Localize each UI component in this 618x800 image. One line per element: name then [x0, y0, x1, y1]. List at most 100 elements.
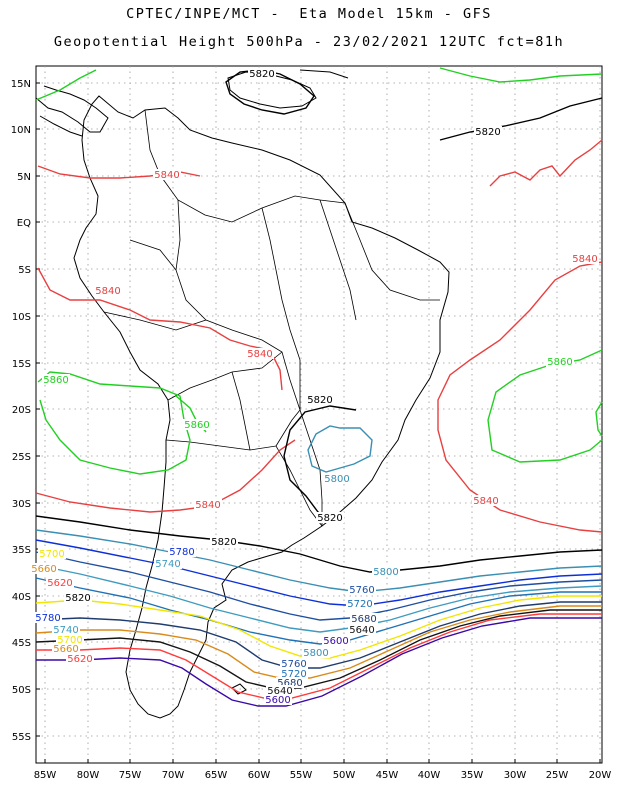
- contour-5840-atlantic: [489, 139, 603, 187]
- contour-label-background: [571, 253, 599, 264]
- contour-label: 5760: [349, 585, 374, 596]
- contour-label: 5780: [35, 613, 60, 624]
- latitude-labels: 15N 10N 5N EQ 5S 10S 15S 20S 25S 30S 35S 40S 45S 50S 5…: [11, 79, 31, 743]
- contour-label: 5820: [249, 69, 274, 80]
- map-title-model: CPTEC/INPE/MCT - Eta Model 15km - GFS: [126, 6, 492, 22]
- contour-label: 5780: [169, 547, 194, 558]
- contour-5720-south: [35, 577, 602, 645]
- latitude-label: 40S: [12, 592, 31, 603]
- contour-label: 5760: [281, 659, 306, 670]
- contour-label: 5800: [324, 474, 349, 485]
- contour-label-background: [348, 584, 376, 595]
- contour-label-background: [42, 374, 70, 385]
- latitude-label: 45S: [12, 638, 31, 649]
- latitude-label: EQ: [17, 218, 31, 229]
- longitude-label: 35W: [461, 770, 484, 781]
- contour-label-background: [546, 356, 574, 367]
- latitude-label: 20S: [12, 405, 31, 416]
- latitude-label: 10S: [12, 312, 31, 323]
- contour-label: 5700: [57, 635, 82, 646]
- latitude-label: 55S: [12, 732, 31, 743]
- contour-label: 5720: [347, 599, 372, 610]
- latitude-label: 50S: [12, 685, 31, 696]
- central-america-coast-2: [39, 115, 83, 137]
- contour-label: 5720: [281, 669, 306, 680]
- contour-label: 5840: [473, 496, 498, 507]
- longitude-label: 40W: [418, 770, 441, 781]
- contour-label-background: [316, 512, 344, 523]
- contour-label-background: [153, 169, 181, 180]
- longitude-label: 45W: [376, 770, 399, 781]
- longitude-label: 50W: [333, 770, 356, 781]
- contour-label: 5860: [184, 420, 209, 431]
- contour-5820-south: [35, 515, 603, 573]
- contour-5800-south: [35, 529, 603, 593]
- contour-label-background: [306, 394, 334, 405]
- latitude-label: 10N: [11, 125, 31, 136]
- longitude-label: 75W: [119, 770, 142, 781]
- contour-label-background: [168, 546, 196, 557]
- contour-label: 5640: [267, 686, 292, 697]
- contour-label-background: [34, 612, 62, 623]
- contour-label: 5620: [47, 578, 72, 589]
- contour-label-background: [66, 653, 94, 664]
- contour-5860-west: [37, 371, 191, 475]
- contour-label: 5600: [323, 636, 348, 647]
- contour-5860-edge: [595, 401, 603, 437]
- latitude-label: 15S: [12, 359, 31, 370]
- contour-label-background: [154, 558, 182, 569]
- contour-label: 5740: [155, 559, 180, 570]
- contour-label-background: [30, 563, 58, 574]
- contour-label: 5820: [317, 513, 342, 524]
- latitude-label: 5S: [18, 265, 31, 276]
- contour-label: 5800: [373, 567, 398, 578]
- contour-5760-south: [35, 551, 603, 621]
- contour-label-background: [322, 635, 350, 646]
- contour-5740-south: [35, 564, 603, 633]
- contour-label: 5820: [211, 537, 236, 548]
- contour-label-background: [350, 613, 378, 624]
- longitude-label: 30W: [504, 770, 527, 781]
- contour-label-background: [276, 677, 304, 688]
- latitude-label: 15N: [11, 79, 31, 90]
- contour-label-layer: 5820 5820 5840 5840 5840 5840 5860 5860 5860 5820…: [30, 68, 599, 706]
- contour-5820-mid: [283, 405, 357, 521]
- contour-label-background: [248, 68, 276, 79]
- contour-5840-east: [437, 261, 603, 533]
- contour-label-background: [474, 126, 502, 137]
- contour-5860-ne: [439, 67, 603, 83]
- contour-label: 5600: [265, 695, 290, 706]
- latitude-label: 30S: [12, 499, 31, 510]
- contour-label: 5840: [247, 349, 272, 360]
- contour-label-background: [264, 694, 292, 705]
- longitude-label: 65W: [205, 770, 228, 781]
- longitude-label: 55W: [290, 770, 313, 781]
- contour-label-background: [266, 685, 294, 696]
- caribbean-islands-2: [299, 69, 349, 79]
- graticule-grid: [36, 66, 602, 763]
- contour-label-background: [302, 647, 330, 658]
- contour-label: 5680: [277, 678, 302, 689]
- contour-label-background: [246, 348, 274, 359]
- contour-label-background: [346, 598, 374, 609]
- map-title-field: Geopotential Height 500hPa - 23/02/2021 …: [53, 34, 565, 50]
- contour-label: 5740: [53, 625, 78, 636]
- contour-label-background: [46, 577, 74, 588]
- contour-5820-north: [439, 97, 603, 141]
- contour-label-background: [210, 536, 238, 547]
- contour-label: 5840: [195, 500, 220, 511]
- contour-5600-south: [36, 617, 602, 707]
- contour-label-background: [194, 499, 222, 510]
- contour-label: 5820: [307, 395, 332, 406]
- latitude-label: 5N: [17, 172, 31, 183]
- contour-label: 5820: [475, 127, 500, 138]
- falkland-islands: [231, 683, 247, 695]
- contour-label: 5840: [95, 286, 120, 297]
- contour-label: 5660: [31, 564, 56, 575]
- south-america-coast: [73, 95, 450, 719]
- contour-label: 5820: [65, 593, 90, 604]
- latitude-label: 35S: [12, 545, 31, 556]
- latitude-label: 25S: [12, 452, 31, 463]
- contour-label: 5860: [43, 375, 68, 386]
- contour-label-background: [94, 285, 122, 296]
